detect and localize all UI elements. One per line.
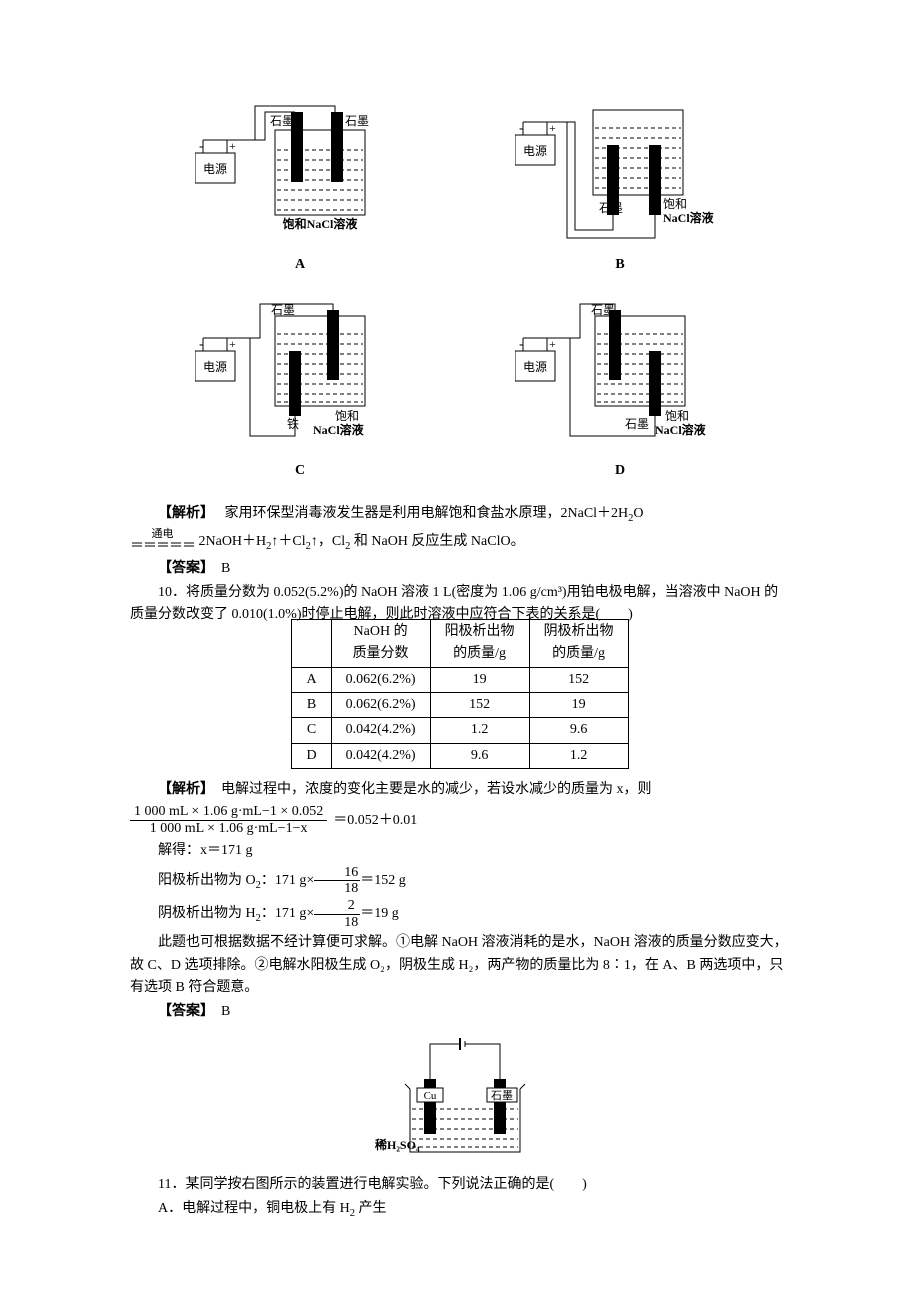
svg-text:石墨: 石墨 <box>491 1089 513 1102</box>
q11-figure: Cu 石墨 稀H₂SO₄ <box>130 1034 790 1164</box>
table-row: C 0.042(4.2%) 1.2 9.6 <box>292 718 628 743</box>
q11-option-a: A．电解过程中，铜电极上有 H2 产生 <box>130 1198 790 1223</box>
svg-text:+: + <box>549 337 556 351</box>
svg-text:铁: 铁 <box>287 417 299 431</box>
q10-h2: 阴极析出物为 H2：171 g×218＝19 g <box>130 898 790 930</box>
q10-analysis-1: 【解析】 电解过程中，浓度的变化主要是水的减少，若设水减少的质量为 x，则 <box>130 779 790 801</box>
q9-products: 2NaOH＋H2↑＋Cl2↑，Cl2 和 NaOH 反应生成 NaClO。 <box>199 534 525 549</box>
svg-text:NaCl溶液: NaCl溶液 <box>655 422 706 437</box>
svg-text:饱和NaCl溶液: 饱和NaCl溶液 <box>283 216 358 231</box>
svg-text:饱和: 饱和 <box>665 408 689 423</box>
q11-stem: 11．某同学按右图所示的装置进行电解实验。下列说法正确的是( ) <box>130 1174 790 1196</box>
svg-text:电源: 电源 <box>203 360 227 374</box>
svg-text:-: - <box>519 121 524 136</box>
diagram-d: 电源 - + 石墨 石墨 饱和 NaCl溶液 D <box>480 296 760 482</box>
svg-text:石墨: 石墨 <box>625 417 649 431</box>
q9-analysis-text: 家用环保型消毒液发生器是利用电解饱和食盐水原理，2NaCl＋2H2O <box>225 506 644 521</box>
svg-text:-: - <box>199 139 204 154</box>
diagram-c-label: C <box>295 460 305 482</box>
svg-text:+: + <box>229 139 236 153</box>
q10-analysis-2: 此题也可根据数据不经计算便可求解。①电解 NaOH 溶液消耗的是水，NaOH 溶… <box>130 932 790 999</box>
svg-text:-: - <box>199 337 204 352</box>
svg-text:石墨: 石墨 <box>345 114 369 128</box>
table-row: B 0.062(6.2%) 152 19 <box>292 693 628 718</box>
svg-text:石墨: 石墨 <box>599 201 623 215</box>
svg-text:NaCl溶液: NaCl溶液 <box>663 210 714 225</box>
reaction-condition: 通电 ＝＝＝＝＝ <box>130 529 195 554</box>
electrolysis-diagram-grid: 电源 - + 石墨 石墨 饱和NaCl溶液 A <box>130 100 790 483</box>
svg-text:-: - <box>519 337 524 352</box>
diagram-d-label: D <box>615 460 625 482</box>
svg-text:电源: 电源 <box>523 144 547 158</box>
q10-o2: 阳极析出物为 O2：171 g×1618＝152 g <box>130 865 790 897</box>
q10-table-real: NaOH 的质量分数 阳极析出物的质量/g 阴极析出物的质量/g A 0.062… <box>291 619 628 769</box>
q10-solve: 解得：x＝171 g <box>130 840 790 862</box>
svg-text:石墨: 石墨 <box>591 303 615 317</box>
diagram-a: 电源 - + 石墨 石墨 饱和NaCl溶液 A <box>160 100 440 276</box>
diagram-c: 电源 - + 石墨 铁 饱和 NaCl溶液 C <box>160 296 440 482</box>
diagram-a-label: A <box>295 254 305 276</box>
svg-text:+: + <box>549 121 556 135</box>
svg-text:稀H₂SO₄: 稀H₂SO₄ <box>375 1137 420 1152</box>
svg-text:饱和: 饱和 <box>663 196 687 211</box>
table-row: D 0.042(4.2%) 9.6 1.2 <box>292 743 628 768</box>
svg-text:电源: 电源 <box>523 360 547 374</box>
svg-text:石墨: 石墨 <box>271 303 295 317</box>
svg-text:石墨: 石墨 <box>270 114 294 128</box>
svg-text:饱和: 饱和 <box>335 408 359 423</box>
q10-fraction: 1 000 mL × 1.06 g·mL−1 × 0.052 1 000 mL … <box>130 804 790 839</box>
q9-equation-line: 通电 ＝＝＝＝＝ 2NaOH＋H2↑＋Cl2↑，Cl2 和 NaOH 反应生成 … <box>130 529 790 555</box>
power-label: 电源 <box>203 162 227 176</box>
svg-text:Cu: Cu <box>424 1090 437 1102</box>
q10-answer: 【答案】 B <box>130 1001 790 1023</box>
svg-text:+: + <box>229 337 236 351</box>
diagram-b: 电源 - + 石墨 饱和 NaCl溶液 B <box>480 100 760 276</box>
table-row: A 0.062(6.2%) 19 152 <box>292 667 628 692</box>
diagram-b-label: B <box>615 254 624 276</box>
q9-analysis: 【解析】 家用环保型消毒液发生器是利用电解饱和食盐水原理，2NaCl＋2H2O <box>130 503 790 528</box>
svg-text:NaCl溶液: NaCl溶液 <box>313 422 364 437</box>
analysis-label: 【解析】 <box>158 506 207 521</box>
q9-answer: 【答案】 B <box>130 558 790 580</box>
